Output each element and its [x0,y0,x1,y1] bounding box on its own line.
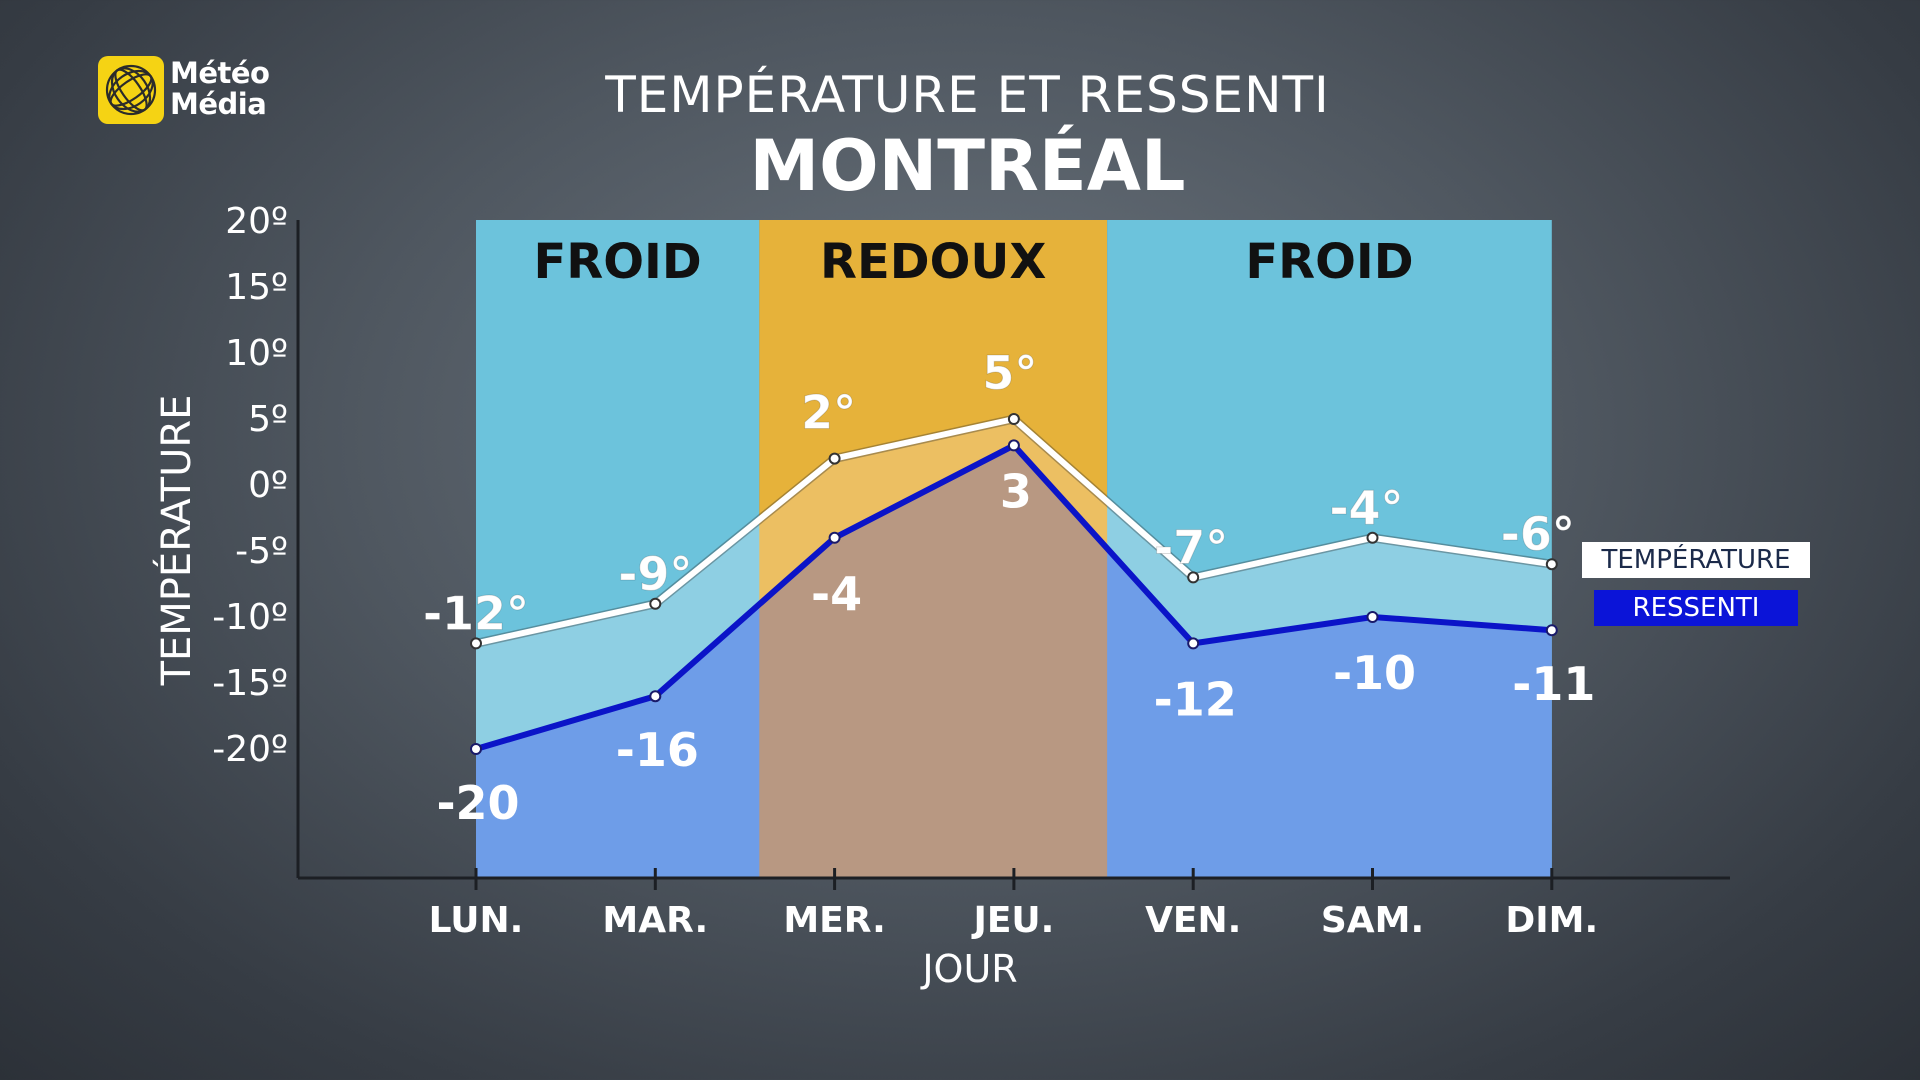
y-tick-label: -20º [212,729,288,770]
ressenti-point [1366,611,1379,623]
temperature-point [470,637,482,650]
logo: Météo Média [98,56,288,132]
logo-line-2: Média [170,87,267,121]
ressenti-data-label: -20 [436,776,519,830]
x-tick-label: MAR. [602,900,708,941]
x-tick-label: MER. [783,900,885,941]
ressenti-point [828,531,841,544]
temperature-data-label: -7° [1154,520,1228,574]
temperature-point [1187,571,1200,584]
band-labels: FROID REDOUX FROID [534,234,1414,290]
x-tick-label: VEN. [1145,900,1241,941]
ressenti-data-label: -11 [1512,657,1595,711]
temperature-point [1366,531,1379,544]
temperature-point [1545,558,1558,571]
temperature-data-label: -4° [1329,481,1403,535]
temperature-point [649,597,662,610]
x-tick-label: JEU. [970,900,1054,941]
temperature-point [828,452,841,465]
band-label-froid-2: FROID [1245,234,1413,290]
logo-wordmark: Météo Média [170,58,300,120]
y-tick-label: 20º [225,201,288,242]
y-tick-label: 5º [248,399,288,440]
temperature-point [1007,413,1020,425]
ressenti-point [1187,637,1200,650]
ressenti-point [1007,439,1020,452]
chart-title: TEMPÉRATURE ET RESSENTI [605,66,1330,124]
area-below-redoux [759,445,1108,878]
temperature-data-label: 2° [801,386,856,440]
ressenti-point [1545,624,1558,637]
ressenti-data-label: -4 [811,567,862,621]
x-tick-label: LUN. [429,900,524,941]
city-title: MONTRÉAL [749,125,1186,207]
axes: 20º 15º 10º 5º 0º -5º -10º -15º -20º LUN. MAR. MER.… [152,201,1730,991]
data-labels: -12° -9° 2° 5° -7° -4° -6° -20 -16 -4 3 -12 -10 -11 [422,346,1595,831]
legend-temperature: TEMPÉRATURE [1582,542,1810,578]
y-tick-label: -15º [212,663,288,704]
x-tick-label: DIM. [1505,900,1598,941]
y-tick-label: -5º [235,531,288,572]
y-axis-label: TEMPÉRATURE [152,395,200,687]
band-label-redoux-1: REDOUX [820,234,1046,290]
y-tick-label: 15º [225,267,288,308]
ressenti-data-label: -12 [1154,672,1237,726]
ressenti-data-label: 3 [1000,464,1032,518]
temperature-data-label: 5° [982,346,1037,400]
y-tick-label: 0º [248,465,288,506]
temperature-data-label: -9° [618,547,692,601]
logo-line-1: Météo [170,56,270,90]
ressenti-point [649,690,662,703]
y-tick-label: 10º [225,333,288,374]
legend-ressenti: RESSENTI [1594,590,1798,626]
temperature-data-label: -12° [423,586,529,640]
ressenti-data-label: -10 [1333,646,1416,700]
series-points [470,413,1558,755]
y-tick-label: -10º [212,597,288,638]
x-axis-label: JOUR [920,947,1017,991]
area-fills-redoux [759,419,1108,878]
band-label-froid-0: FROID [534,234,702,290]
globe-logo-icon [98,56,164,124]
temperature-data-label: -6° [1501,507,1575,561]
x-tick-label: SAM. [1321,900,1424,941]
area-between-redoux [759,419,1108,605]
ressenti-point [470,743,482,755]
ressenti-data-label: -16 [616,723,699,777]
